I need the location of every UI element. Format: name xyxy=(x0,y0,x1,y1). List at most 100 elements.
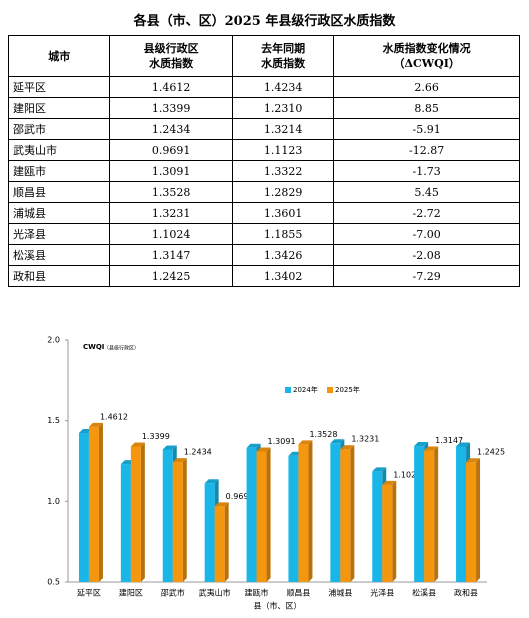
table-cell: 1.1123 xyxy=(231,139,335,161)
header-cell: 县级行政区 水质指数 xyxy=(109,35,233,77)
table-row: 武夷山市 0.9691 1.1123 -12.87 xyxy=(7,139,520,161)
table-cell: 1.3399 xyxy=(109,97,233,119)
y-tick-label: 0.5 xyxy=(47,578,60,587)
bar-top xyxy=(88,422,103,427)
data-label: 1.3147 xyxy=(435,436,463,445)
header-cell: 去年同期 水质指数 xyxy=(231,35,335,77)
table-cell: 1.1855 xyxy=(231,223,335,245)
table-cell: 光泽县 xyxy=(7,223,111,245)
bar xyxy=(214,506,225,582)
bar-top xyxy=(330,439,345,444)
bar xyxy=(120,464,131,582)
table-cell: 1.3322 xyxy=(231,160,335,182)
table-cell: 武夷山市 xyxy=(7,139,111,161)
bar xyxy=(382,484,393,582)
table-row: 浦城县 1.3231 1.3601 -2.72 xyxy=(7,202,520,224)
bar-side xyxy=(392,480,397,582)
header-cell: 城市 xyxy=(7,35,111,77)
bar xyxy=(204,483,215,582)
table-cell: 1.2425 xyxy=(109,265,233,287)
table-cell: 1.3214 xyxy=(231,118,335,140)
table-cell: -2.08 xyxy=(333,244,520,266)
header-text: 水质指数 xyxy=(261,57,306,70)
table-cell: 8.85 xyxy=(333,97,520,119)
bar-side xyxy=(140,442,145,582)
bar xyxy=(162,449,173,582)
table-cell: 1.2434 xyxy=(109,118,233,140)
table-cell: 0.9691 xyxy=(109,139,233,161)
bar xyxy=(466,462,477,582)
data-label: 1.3231 xyxy=(351,435,379,444)
table-row: 光泽县 1.1024 1.1855 -7.00 xyxy=(7,223,520,245)
header-text: 水质指数变化情况 xyxy=(382,42,471,55)
table-cell: 2.66 xyxy=(333,76,520,98)
x-tick-label: 延平区 xyxy=(77,588,101,598)
table-cell: 延平区 xyxy=(7,76,111,98)
table-row: 顺昌县 1.3528 1.2829 5.45 xyxy=(7,181,520,203)
table-cell: 1.2310 xyxy=(231,97,335,119)
header-text: 县级行政区 xyxy=(143,42,199,55)
bar-top xyxy=(298,440,313,445)
table-title: 各县（市、区）2025 年县级行政区水质指数 xyxy=(133,14,396,29)
y-tick-label: 1.0 xyxy=(47,497,60,506)
header-text: 去年同期 xyxy=(261,42,306,55)
bar-top xyxy=(372,467,387,472)
table-cell: -7.29 xyxy=(333,265,520,287)
bar-top xyxy=(246,443,261,448)
data-label: 0.9691 xyxy=(226,492,254,501)
bar-side xyxy=(182,458,187,582)
table-cell: 1.3426 xyxy=(231,244,335,266)
x-tick-label: 建瓯市 xyxy=(245,588,269,598)
bar-side xyxy=(308,440,313,582)
table-cell: 1.3528 xyxy=(109,181,233,203)
bar-side xyxy=(266,447,271,582)
legend-label: 2025年 xyxy=(335,385,360,394)
table-row: 政和县 1.2425 1.3402 -7.29 xyxy=(7,265,520,287)
data-label: 1.4612 xyxy=(100,412,128,421)
table-cell: 建阳区 xyxy=(7,97,111,119)
table-cell: 1.3601 xyxy=(231,202,335,224)
bar xyxy=(172,462,183,582)
table-cell: -7.00 xyxy=(333,223,520,245)
bar-top xyxy=(172,458,187,463)
table-cell: 1.1024 xyxy=(109,223,233,245)
table-cell: -1.73 xyxy=(333,160,520,182)
table-cell: 1.3091 xyxy=(109,160,233,182)
bar-top xyxy=(162,445,177,450)
x-tick-label: 浦城县 xyxy=(328,588,352,598)
bar-top xyxy=(466,458,481,463)
table-cell: 1.3402 xyxy=(231,265,335,287)
legend-swatch xyxy=(327,387,333,393)
table: 城市 县级行政区 水质指数 去年同期 水质指数 水质指数变化情况 （ΔCWQI） 延平区 1.4… xyxy=(7,35,520,287)
bar-top xyxy=(204,479,219,484)
bar xyxy=(88,426,99,582)
bar xyxy=(330,443,341,582)
table-cell: 1.3231 xyxy=(109,202,233,224)
table-cell: 1.2829 xyxy=(231,181,335,203)
bar-side xyxy=(224,502,229,582)
header-text: 水质指数 xyxy=(149,57,194,70)
table-row: 建阳区 1.3399 1.2310 8.85 xyxy=(7,97,520,119)
header-row: 城市 县级行政区 水质指数 去年同期 水质指数 水质指数变化情况 （ΔCWQI） xyxy=(7,35,520,77)
bar xyxy=(372,471,383,582)
header-cell: 水质指数变化情况 （ΔCWQI） xyxy=(333,35,520,77)
bar-top xyxy=(340,445,355,450)
table-cell: -2.72 xyxy=(333,202,520,224)
table-row: 延平区 1.4612 1.4234 2.66 xyxy=(7,76,520,98)
table-row: 建瓯市 1.3091 1.3322 -1.73 xyxy=(7,160,520,182)
bar-top xyxy=(256,447,271,452)
bar xyxy=(424,450,435,582)
data-label: 1.3091 xyxy=(268,437,296,446)
data-label: 1.3528 xyxy=(309,430,337,439)
table-cell: 顺昌县 xyxy=(7,181,111,203)
bar xyxy=(456,446,467,582)
header-text: （ΔCWQI） xyxy=(393,57,460,70)
legend-swatch xyxy=(285,387,291,393)
table-cell: 浦城县 xyxy=(7,202,111,224)
bar xyxy=(78,433,89,582)
bar xyxy=(288,455,299,582)
bar xyxy=(256,451,267,582)
bar xyxy=(298,444,309,582)
bar-side xyxy=(350,445,355,582)
